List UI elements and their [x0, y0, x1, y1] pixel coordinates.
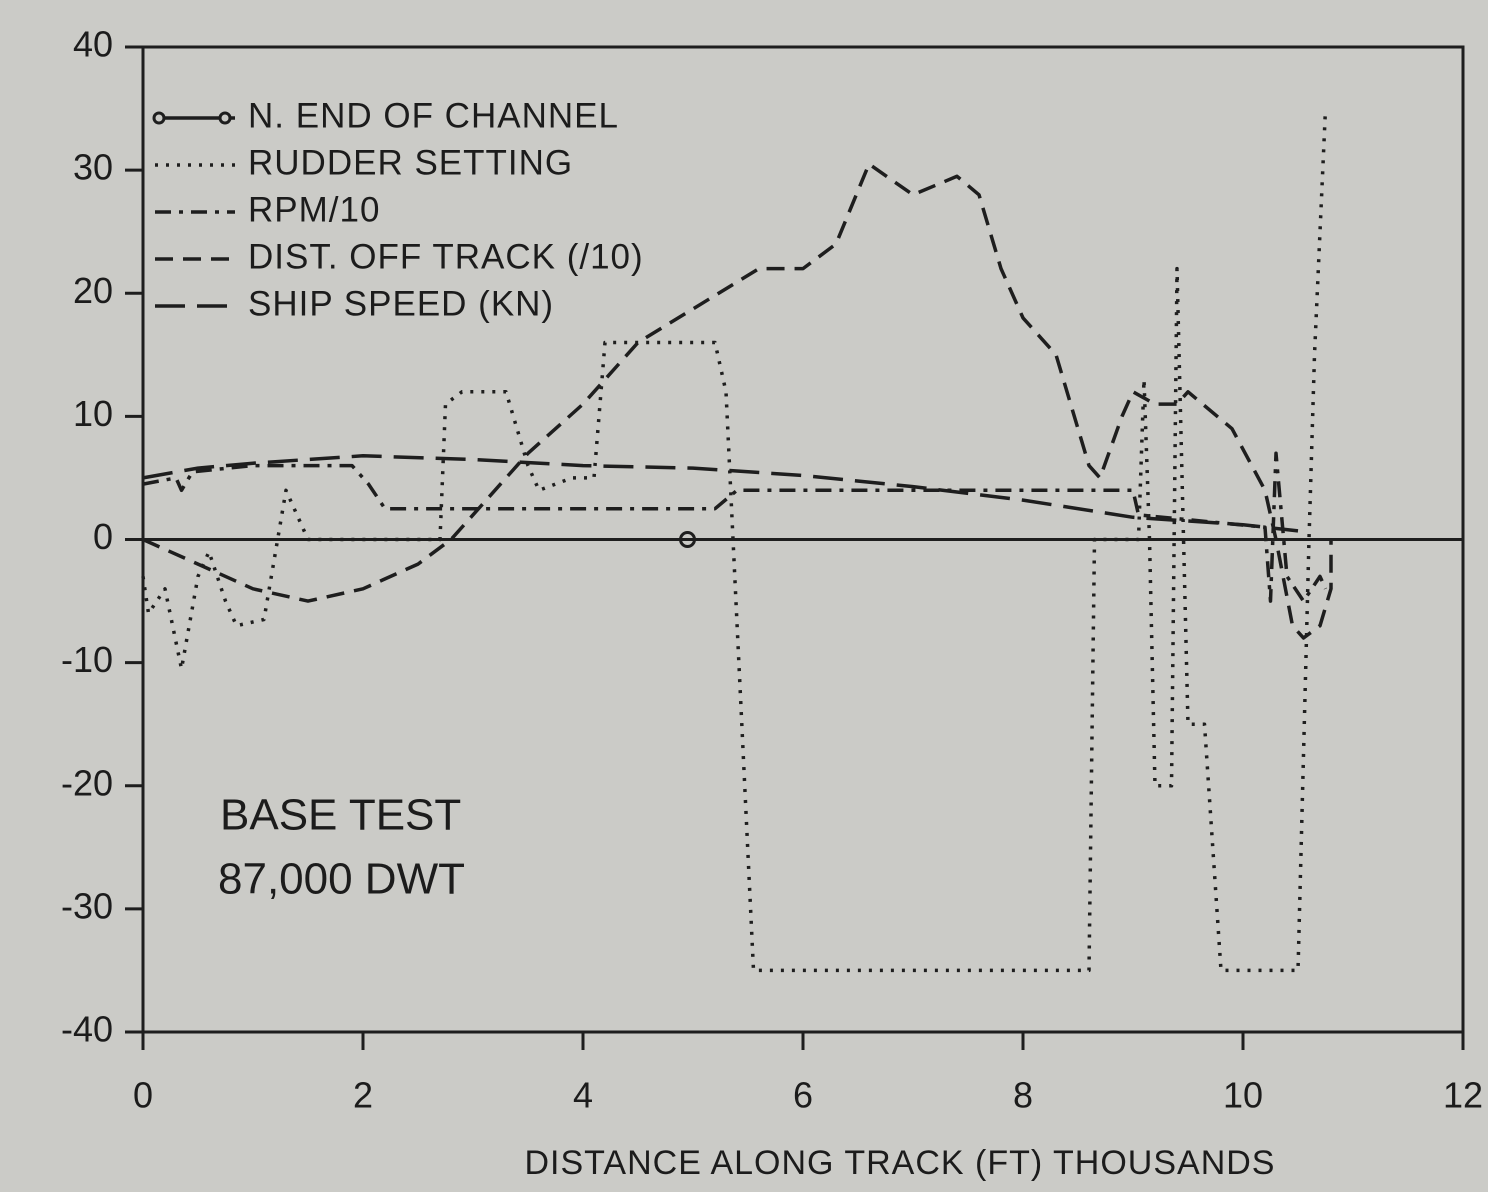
- y-tick-label: -10: [61, 639, 113, 680]
- y-tick-label: -30: [61, 885, 113, 926]
- x-tick-label: 4: [573, 1075, 593, 1116]
- annotation: BASE TEST: [220, 791, 461, 840]
- x-tick-label: 0: [133, 1075, 153, 1116]
- legend-marker: [152, 111, 166, 125]
- y-tick-label: 40: [73, 24, 113, 65]
- y-tick-label: 20: [73, 270, 113, 311]
- x-tick-label: 6: [793, 1075, 813, 1116]
- y-tick-label: 30: [73, 147, 113, 188]
- series-line: [142, 451, 1328, 603]
- legend-label: SHIP SPEED (KN): [248, 284, 554, 323]
- legend-label: DIST. OFF TRACK (/10): [248, 237, 644, 276]
- series-line: [142, 162, 1333, 640]
- legend-label: N. END OF CHANNEL: [248, 96, 619, 135]
- x-axis-title: DISTANCE ALONG TRACK (FT) THOUSANDS: [525, 1144, 1276, 1182]
- marker: [679, 531, 696, 548]
- legend-label: RPM/10: [248, 190, 380, 229]
- legend-label: RUDDER SETTING: [248, 143, 573, 182]
- x-tick-label: 2: [353, 1075, 373, 1116]
- series-line: [142, 454, 1299, 533]
- y-tick-label: 0: [93, 516, 113, 557]
- series-line: [141, 108, 1328, 973]
- y-tick-label: 10: [73, 393, 113, 434]
- x-tick-label: 8: [1013, 1075, 1033, 1116]
- legend-marker: [218, 111, 232, 125]
- annotation: 87,000 DWT: [218, 855, 465, 904]
- y-tick-label: -20: [61, 762, 113, 803]
- y-tick-label: -40: [61, 1009, 113, 1050]
- x-tick-label: 10: [1223, 1075, 1263, 1116]
- x-tick-label: 12: [1443, 1075, 1483, 1116]
